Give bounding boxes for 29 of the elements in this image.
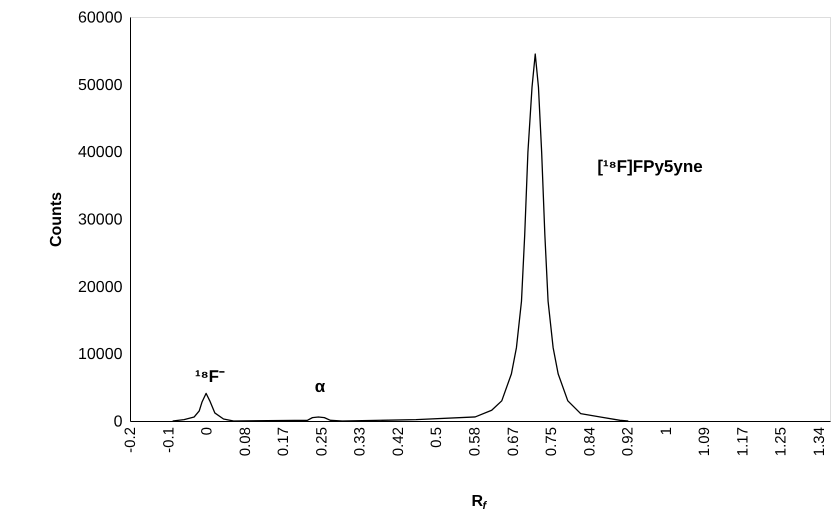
annotation: ¹⁸F⁻	[194, 367, 226, 386]
x-tick-label: -0.1	[160, 427, 178, 453]
x-tick-label: 0.08	[236, 427, 254, 456]
x-tick-label: -0.2	[122, 427, 139, 453]
x-tick-label: 0	[198, 427, 216, 436]
x-tick-label: 1.17	[734, 427, 752, 456]
x-tick-label: 0.92	[620, 427, 637, 456]
y-tick-label: 30000	[78, 212, 123, 228]
x-tick-label: 0.84	[581, 427, 598, 456]
x-tick-label: 1	[658, 427, 675, 436]
y-tick-label: 40000	[78, 144, 123, 162]
x-tick-label: 0.58	[466, 427, 484, 456]
y-axis-title: Counts	[48, 192, 66, 248]
x-tick-label: 1.09	[696, 427, 714, 456]
x-tick-label: 0.75	[543, 427, 560, 456]
y-tick-label: 50000	[78, 76, 123, 94]
annotation: α	[314, 377, 326, 396]
x-tick-label: 0.33	[352, 427, 369, 456]
x-tick-label: 1.25	[772, 427, 790, 456]
y-tick-label: 20000	[78, 278, 123, 296]
x-tick-label: 0.25	[313, 427, 330, 456]
y-tick-label: 10000	[78, 346, 123, 364]
x-tick-label: 0.17	[275, 427, 292, 456]
x-tick-label: 0.67	[504, 427, 522, 456]
x-tick-label: 1.34	[811, 427, 828, 456]
y-tick-label: 60000	[78, 10, 123, 26]
x-tick-label: 0.42	[390, 427, 407, 456]
annotation: [¹⁸F]FPy5yne	[597, 157, 703, 176]
x-tick-label: 0.5	[428, 427, 446, 448]
